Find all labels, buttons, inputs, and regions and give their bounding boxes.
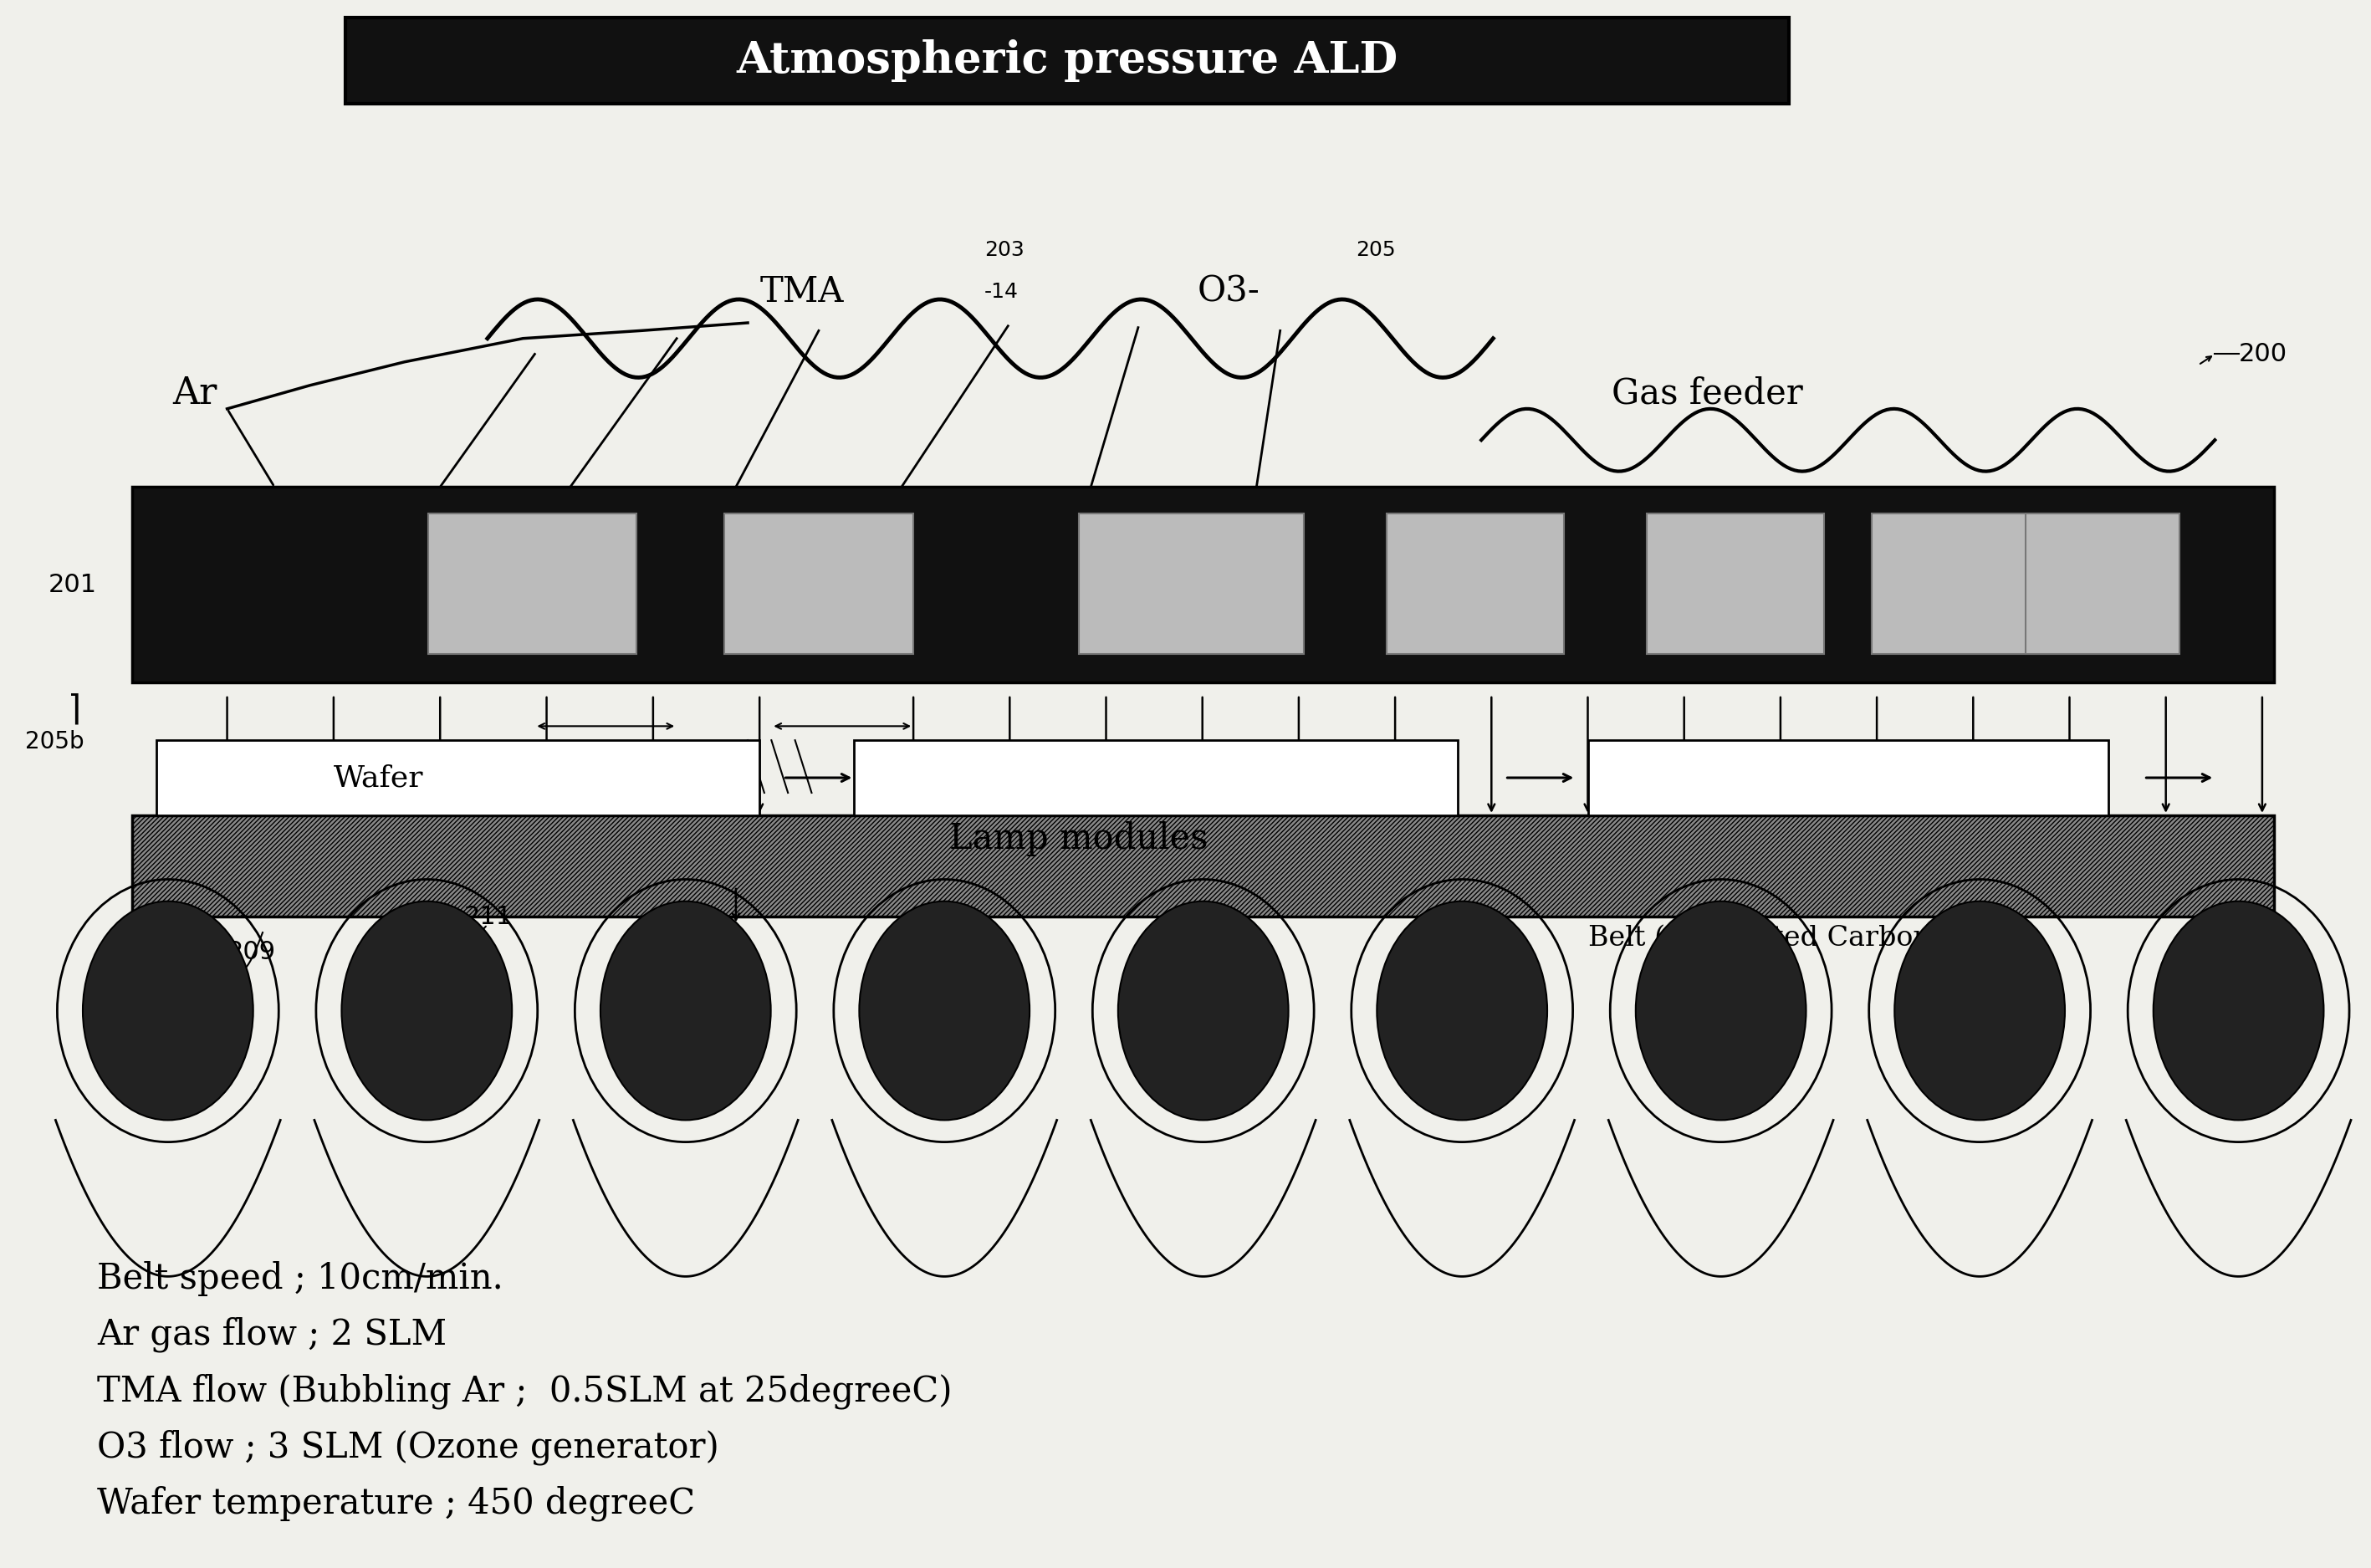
Bar (156, 740, 759, 815)
Text: O3 flow ; 3 SLM (Ozone generator): O3 flow ; 3 SLM (Ozone generator) (97, 1430, 718, 1465)
Bar (133, 815, 2274, 917)
Text: 211: 211 (465, 905, 512, 928)
Text: 200: 200 (2238, 342, 2288, 367)
Text: Belt speed ; 10cm/min.: Belt speed ; 10cm/min. (97, 1261, 503, 1295)
Text: Wafer: Wafer (334, 764, 424, 792)
Bar (1871, 514, 2049, 654)
Bar (854, 740, 1458, 815)
Text: TMA: TMA (759, 274, 844, 309)
Text: 209: 209 (228, 941, 275, 964)
Text: Atmospheric pressure ALD: Atmospheric pressure ALD (737, 39, 1399, 82)
Bar (1079, 514, 1304, 654)
Text: Ar gas flow ; 2 SLM: Ar gas flow ; 2 SLM (97, 1317, 446, 1353)
Ellipse shape (1119, 902, 1287, 1120)
Ellipse shape (1894, 902, 2065, 1120)
Text: Belt (SiC coated Carbon): Belt (SiC coated Carbon) (1589, 925, 1942, 952)
Text: 207: 207 (1162, 823, 1212, 847)
Text: TMA flow (Bubbling Ar ;  0.5SLM at 25degreeC): TMA flow (Bubbling Ar ; 0.5SLM at 25degr… (97, 1374, 953, 1410)
Text: 205b: 205b (24, 731, 83, 754)
Text: Lamp modules: Lamp modules (948, 822, 1207, 856)
Text: -14: -14 (984, 282, 1020, 301)
Text: 203: 203 (984, 240, 1024, 260)
Text: Gas feeder: Gas feeder (1612, 376, 1802, 411)
Bar (346, 17, 1790, 103)
Ellipse shape (2153, 902, 2324, 1120)
Ellipse shape (1636, 902, 1807, 1120)
Text: $\rceil$: $\rceil$ (66, 693, 81, 728)
Bar (1589, 740, 2108, 815)
Text: Ar: Ar (173, 375, 218, 411)
Bar (2025, 514, 2179, 654)
Text: 205: 205 (1356, 240, 1397, 260)
Bar (1387, 514, 1565, 654)
Text: O3-: O3- (1197, 274, 1259, 309)
Bar (429, 514, 635, 654)
Text: Wafer temperature ; 450 degreeC: Wafer temperature ; 450 degreeC (97, 1486, 695, 1521)
Ellipse shape (858, 902, 1029, 1120)
Bar (723, 514, 913, 654)
Ellipse shape (341, 902, 512, 1120)
Text: 201: 201 (47, 572, 97, 597)
Bar (133, 815, 2274, 917)
Ellipse shape (83, 902, 254, 1120)
Bar (133, 488, 2274, 682)
Ellipse shape (1378, 902, 1548, 1120)
Bar (1648, 514, 1823, 654)
Ellipse shape (600, 902, 771, 1120)
